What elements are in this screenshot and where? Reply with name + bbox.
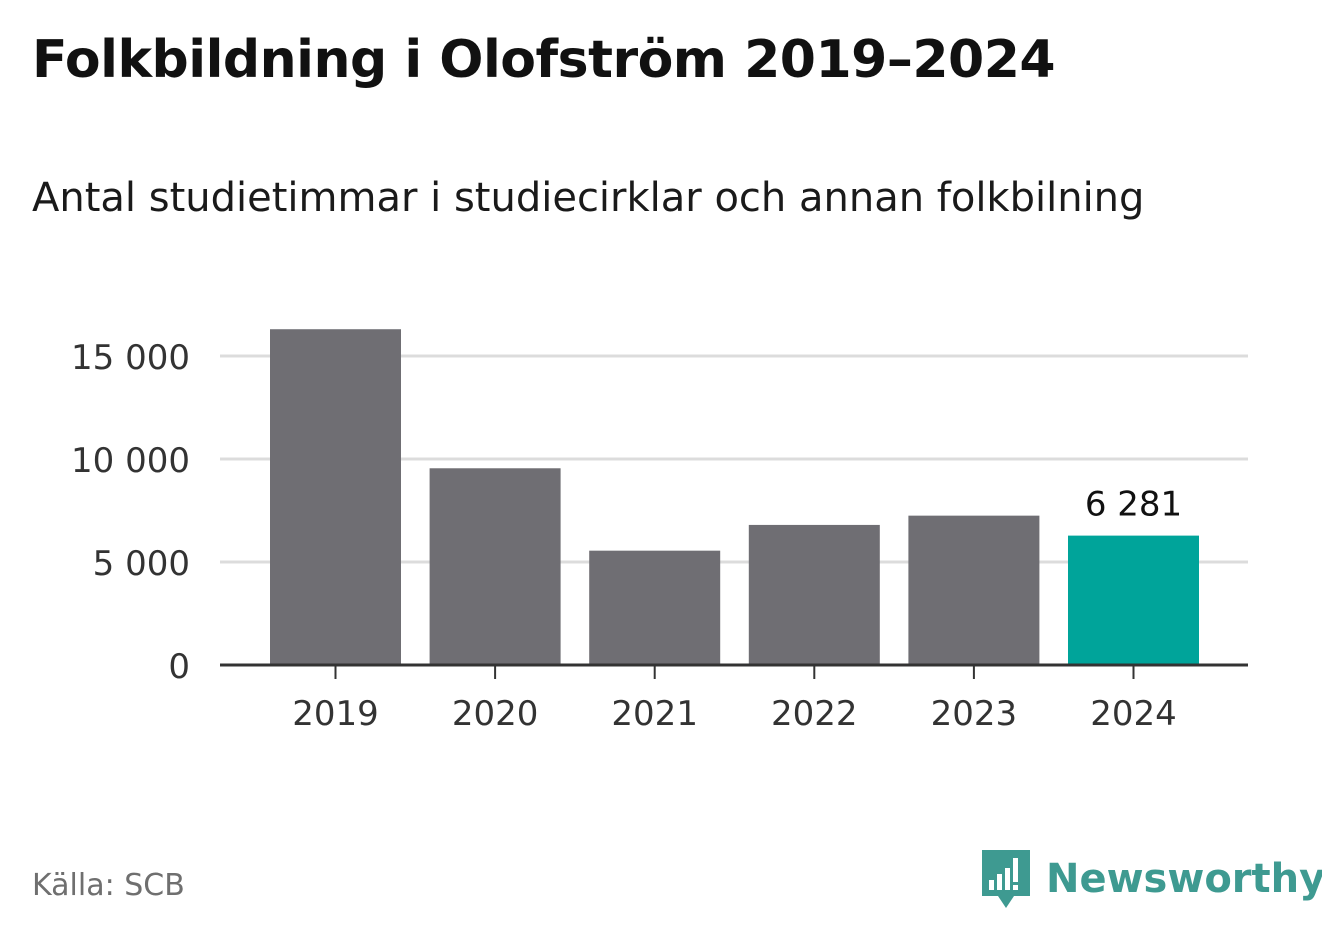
chart-title: Folkbildning i Olofström 2019–2024 [32, 30, 1056, 90]
brand-name: Newsworthy [1046, 856, 1322, 902]
y-tick-label: 10 000 [71, 441, 190, 481]
x-tick-label: 2021 [611, 694, 698, 734]
bar-2024 [1068, 535, 1199, 665]
x-tick-label: 2024 [1090, 694, 1177, 734]
brand-logo: Newsworthy [980, 848, 1322, 910]
x-tick-label: 2019 [292, 694, 379, 734]
newsworthy-logo-icon [982, 850, 1030, 908]
y-tick-label: 15 000 [71, 338, 190, 378]
data-label: 6 281 [1085, 485, 1182, 525]
x-tick-label: 2022 [771, 694, 858, 734]
y-tick-label: 0 [168, 647, 190, 687]
bar-2019 [270, 329, 401, 665]
bar-2020 [429, 468, 561, 665]
bar-chart: 0 5 000 10 000 15 000 2019 2020 2021 2022 2023 20… [71, 329, 1248, 734]
bar-2022 [748, 524, 880, 665]
source-note: Källa: SCB [32, 868, 185, 903]
chart-subtitle: Antal studietimmar i studiecirklar och a… [32, 175, 1145, 221]
x-tick-label: 2020 [452, 694, 539, 734]
x-tick-label: 2023 [931, 694, 1018, 734]
y-tick-label: 5 000 [93, 544, 190, 584]
bar-2021 [589, 550, 721, 665]
bar-2023 [908, 515, 1040, 665]
